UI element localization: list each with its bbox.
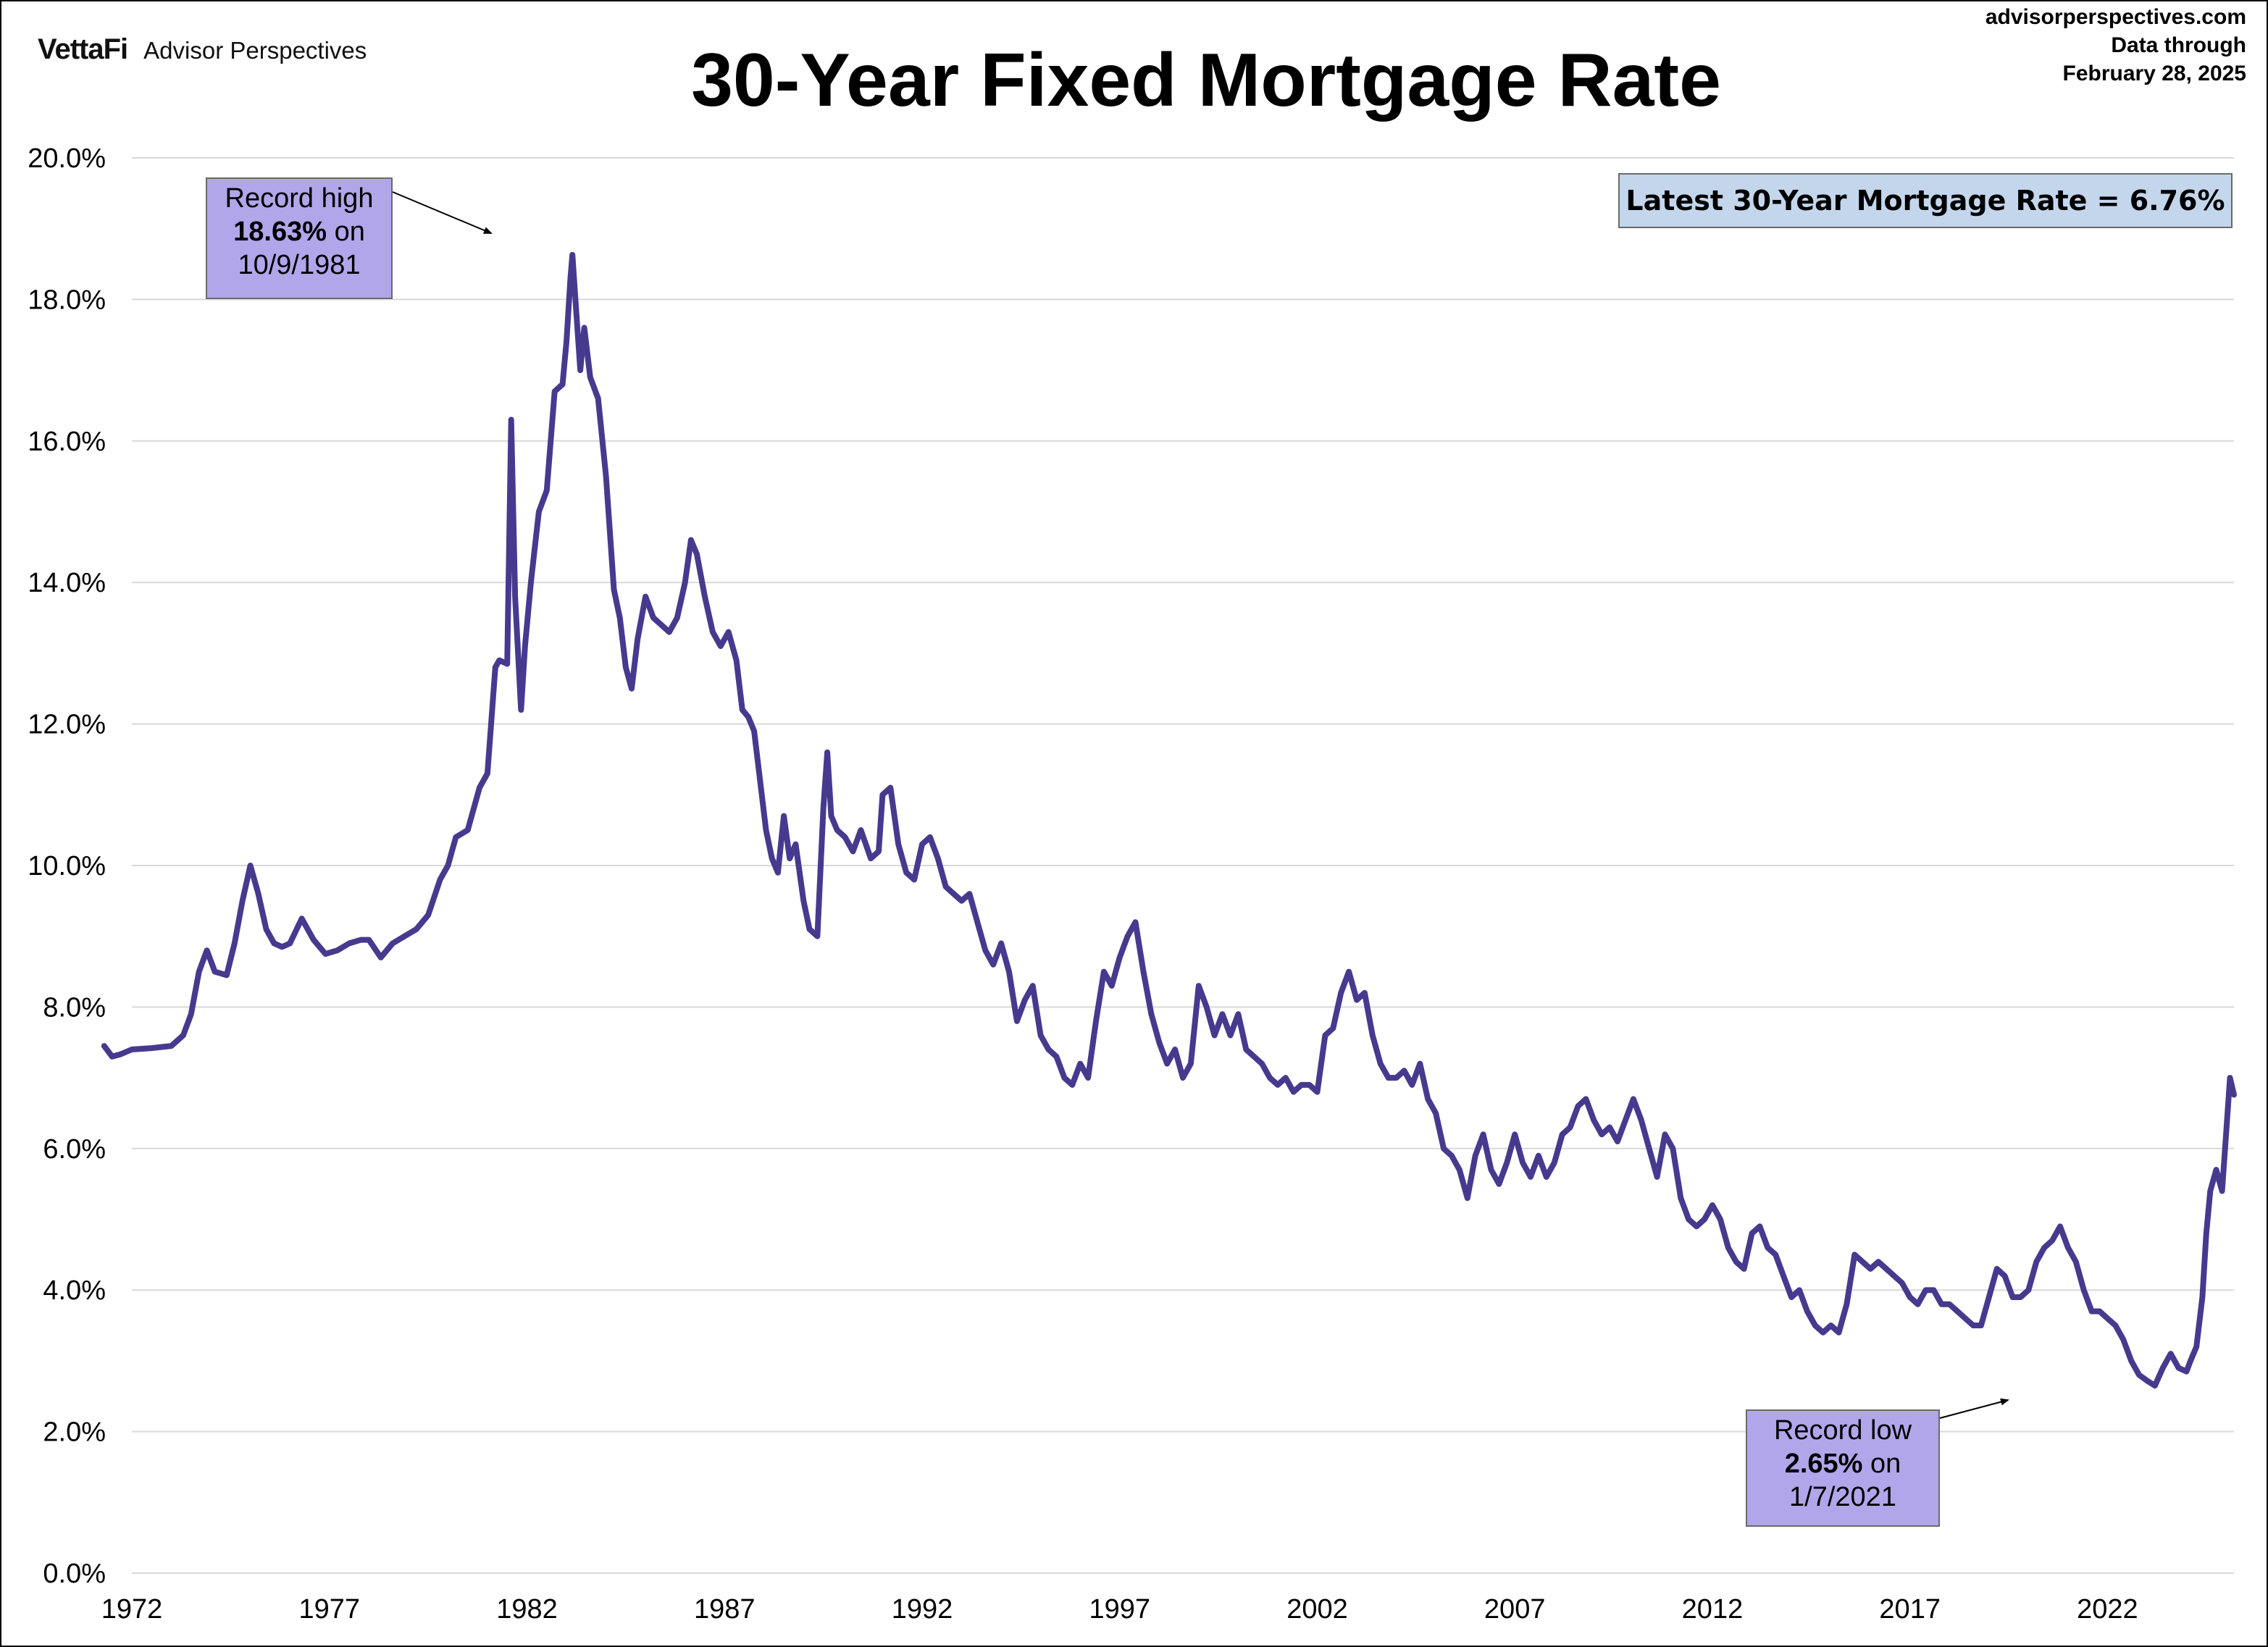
source-info: advisorperspectives.com Data through Feb… [1985, 3, 2246, 88]
y-tick-label: 16.0% [28, 427, 106, 457]
x-tick-label: 2007 [1484, 1594, 1546, 1625]
record-high-value-line: 18.63% on [214, 215, 384, 248]
y-tick-label: 10.0% [28, 851, 106, 881]
record-high-date: 10/9/1981 [238, 250, 361, 280]
gridlines [132, 157, 2234, 1574]
record-high-value: 18.63% [233, 217, 327, 247]
x-tick-label: 2017 [1879, 1594, 1941, 1625]
x-tick-label: 1972 [101, 1594, 163, 1625]
record-low-annotation: Record low 2.65% on 1/7/2021 [1746, 1409, 1940, 1527]
x-tick-label: 1977 [298, 1594, 360, 1625]
y-tick-label: 18.0% [28, 285, 106, 315]
source-site: advisorperspectives.com [1985, 5, 2246, 29]
x-tick-label: 1982 [496, 1594, 558, 1625]
latest-rate-box: Latest 30-Year Mortgage Rate = 6.76% [1618, 173, 2233, 228]
chart-title: 30-Year Fixed Mortgage Rate [691, 38, 1721, 122]
record-high-annotation: Record high 18.63% on 10/9/1981 [206, 177, 393, 299]
record-high-label: Record high [225, 183, 374, 214]
mortgage-rate-series-line [101, 251, 2237, 1389]
data-through-date: February 28, 2025 [2062, 62, 2247, 85]
y-tick-label: 4.0% [43, 1275, 106, 1306]
record-low-date: 1/7/2021 [1789, 1482, 1896, 1512]
y-tick-label: 14.0% [28, 568, 106, 598]
x-tick-label: 1987 [694, 1594, 756, 1625]
record-low-label: Record low [1773, 1415, 1912, 1446]
x-axis-tick-labels: 1972 1977 1982 1987 1992 1997 2002 2007 2012 2017… [101, 1594, 2138, 1625]
x-tick-label: 2022 [2077, 1594, 2138, 1625]
brand-subtitle: Advisor Perspectives [143, 37, 367, 64]
y-tick-label: 8.0% [43, 992, 106, 1023]
record-low-arrow [1939, 1398, 2009, 1419]
record-low-on: on [1862, 1449, 1901, 1479]
brand-name: VettaFi [38, 33, 128, 65]
x-tick-label: 2012 [1682, 1594, 1744, 1625]
y-tick-label: 2.0% [43, 1417, 106, 1448]
y-tick-label: 6.0% [43, 1134, 106, 1165]
y-tick-label: 0.0% [43, 1559, 106, 1589]
vettafi-logo: VettaFi Advisor Perspectives [38, 33, 367, 66]
record-low-value: 2.65% [1784, 1449, 1863, 1479]
y-axis-tick-labels: 0.0% 2.0% 4.0% 6.0% 8.0% 10.0% 12.0% 14.0% 16.0%… [28, 143, 106, 1589]
record-high-on: on [327, 217, 365, 247]
y-tick-label: 12.0% [28, 710, 106, 740]
record-high-arrow [392, 191, 493, 234]
data-through-label: Data through [2111, 33, 2246, 57]
x-tick-label: 1997 [1089, 1594, 1150, 1625]
y-tick-label: 20.0% [28, 143, 106, 174]
record-low-value-line: 2.65% on [1754, 1447, 1931, 1480]
x-tick-label: 2002 [1286, 1594, 1348, 1625]
x-tick-label: 1992 [892, 1594, 953, 1625]
